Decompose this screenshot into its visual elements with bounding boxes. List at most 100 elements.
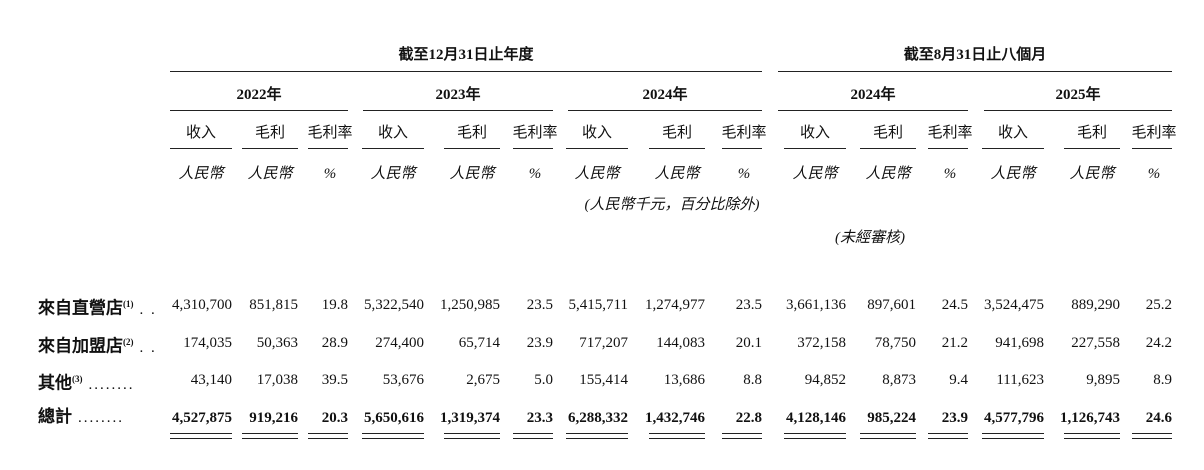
label-text: 其他: [38, 373, 72, 393]
leader-dots: . .: [139, 339, 157, 356]
cell-value: 1,126,743: [1060, 410, 1120, 426]
rule: [928, 438, 968, 439]
rule: [1132, 148, 1172, 149]
rule: [1132, 433, 1172, 434]
year-header: 2025年: [1055, 87, 1101, 103]
cell-value: 5,322,540: [364, 297, 424, 313]
rule: [170, 438, 232, 439]
cell-value: 17,038: [256, 372, 298, 388]
cell-value: 23.9: [526, 335, 553, 351]
cell-value: 23.5: [526, 297, 553, 313]
cell-value: 8.8: [743, 372, 762, 388]
rule: [362, 433, 424, 434]
cell-value: 1,319,374: [440, 410, 500, 426]
cell-value: 227,558: [1071, 335, 1120, 351]
column-header: 毛利率: [307, 125, 353, 141]
footnote-ref: (2): [123, 337, 134, 347]
rule: [308, 438, 348, 439]
rule: [363, 110, 553, 111]
cell-value: 19.8: [321, 297, 348, 313]
cell-value: 111,623: [996, 372, 1044, 388]
cell-value: 23.3: [526, 410, 553, 426]
cell-value: 25.2: [1145, 297, 1172, 313]
rule: [568, 110, 762, 111]
column-header: 毛利: [1076, 125, 1107, 141]
unit-label: 人民幣: [654, 166, 700, 182]
rule: [928, 148, 968, 149]
cell-value: 9,895: [1086, 372, 1120, 388]
rule: [928, 433, 968, 434]
rule: [513, 433, 553, 434]
rule: [984, 110, 1172, 111]
cell-value: 78,750: [874, 335, 916, 351]
rule: [170, 433, 232, 434]
cell-value: 919,216: [249, 410, 298, 426]
year-header: 2024年: [850, 87, 896, 103]
rule: [362, 148, 424, 149]
cell-value: 5.0: [534, 372, 553, 388]
cell-value: 53,676: [382, 372, 424, 388]
column-header: 毛利: [456, 125, 487, 141]
leader-dots: . .: [139, 301, 157, 318]
rule: [860, 433, 916, 434]
cell-value: 4,128,146: [786, 410, 846, 426]
row-label: 來自直營店(1) . .: [38, 295, 157, 319]
rule: [444, 438, 500, 439]
unaudited-note: (未經審核): [835, 230, 905, 246]
rule: [444, 433, 500, 434]
period-header: 截至8月31日止八個月: [903, 47, 1047, 63]
row-label: 來自加盟店(2) . .: [38, 333, 157, 357]
rule: [722, 438, 762, 439]
rule: [1064, 438, 1120, 439]
footnote-ref: (1): [123, 299, 134, 309]
cell-value: 1,274,977: [645, 297, 705, 313]
rule: [170, 71, 762, 72]
rule: [982, 148, 1044, 149]
column-header: 收入: [377, 125, 408, 141]
column-header: 毛利: [254, 125, 285, 141]
cell-value: 23.5: [735, 297, 762, 313]
column-header: 毛利率: [512, 125, 558, 141]
cell-value: 1,432,746: [645, 410, 705, 426]
year-header: 2024年: [642, 87, 688, 103]
year-header: 2023年: [435, 87, 481, 103]
rule: [170, 148, 232, 149]
unit-label: 人民幣: [1069, 166, 1115, 182]
cell-value: 6,288,332: [568, 410, 628, 426]
rule: [722, 433, 762, 434]
row-label: 其他(3)........: [38, 370, 135, 394]
cell-value: 4,527,875: [172, 410, 232, 426]
column-header: 毛利: [872, 125, 903, 141]
column-header: 收入: [799, 125, 830, 141]
cell-value: 39.5: [321, 372, 348, 388]
rule: [444, 148, 500, 149]
leader-dots: ........: [78, 410, 124, 426]
label-text: 來自加盟店: [38, 336, 123, 356]
unit-label: %: [737, 166, 751, 182]
cell-value: 23.9: [941, 410, 968, 426]
cell-value: 372,158: [797, 335, 846, 351]
rule: [982, 438, 1044, 439]
column-header: 毛利率: [721, 125, 767, 141]
label-text: 來自直營店: [38, 298, 123, 318]
cell-value: 897,601: [867, 297, 916, 313]
column-header: 收入: [997, 125, 1028, 141]
unit-label: %: [943, 166, 957, 182]
unit-label: 人民幣: [247, 166, 293, 182]
unit-label: 人民幣: [792, 166, 838, 182]
column-header: 毛利率: [1131, 125, 1177, 141]
cell-value: 28.9: [321, 335, 348, 351]
cell-value: 174,035: [183, 335, 232, 351]
cell-value: 24.6: [1145, 410, 1172, 426]
rule: [778, 71, 1172, 72]
rule: [860, 148, 916, 149]
rule: [566, 438, 628, 439]
cell-value: 5,650,616: [364, 410, 424, 426]
column-header: 收入: [185, 125, 216, 141]
cell-value: 4,577,796: [984, 410, 1044, 426]
unit-label: %: [1147, 166, 1161, 182]
cell-value: 50,363: [256, 335, 298, 351]
cell-value: 94,852: [804, 372, 846, 388]
cell-value: 20.1: [735, 335, 762, 351]
cell-value: 155,414: [579, 372, 628, 388]
